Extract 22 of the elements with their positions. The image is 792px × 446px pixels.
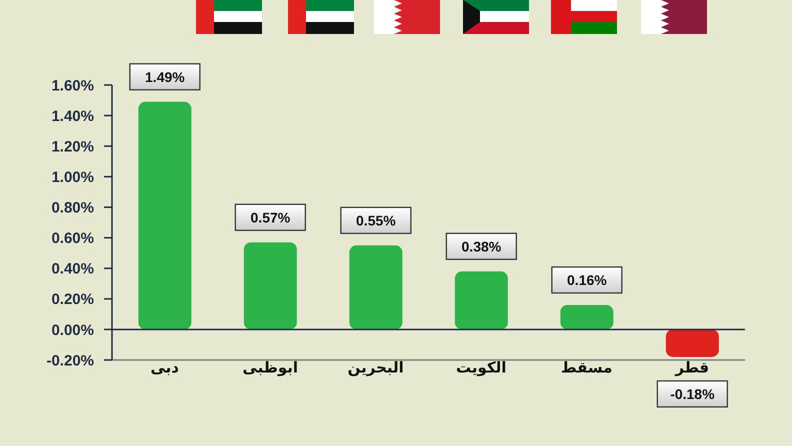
y-tick-label: 0.20%	[51, 291, 94, 308]
y-tick-label: 1.00%	[51, 168, 94, 186]
x-tick-label: البحرين	[348, 358, 404, 377]
data-label: 0.38%	[462, 238, 502, 254]
y-tick-label: 0.40%	[51, 260, 94, 278]
x-tick-label: دبى	[150, 358, 180, 377]
x-tick-label: مسقط	[561, 358, 612, 377]
x-tick-label: قطر	[674, 358, 710, 377]
data-label: 1.49%	[145, 68, 186, 85]
data-label: 0.55%	[356, 212, 396, 228]
y-tick-label: -0.20%	[46, 352, 94, 370]
data-label: -0.18%	[670, 386, 716, 402]
data-label: 0.57%	[250, 209, 291, 226]
y-tick-label: 1.40%	[51, 108, 94, 125]
y-tick-label: 1.20%	[51, 138, 94, 156]
data-label: 0.16%	[567, 272, 608, 288]
y-tick-label: 0.80%	[51, 200, 94, 217]
y-tick-label: 1.60%	[51, 77, 94, 94]
y-tick-label: 0.60%	[51, 230, 94, 248]
x-tick-label: الكويت	[456, 358, 506, 377]
x-tick-label: ابوظبى	[242, 358, 298, 377]
y-tick-label: 0.00%	[51, 322, 94, 339]
